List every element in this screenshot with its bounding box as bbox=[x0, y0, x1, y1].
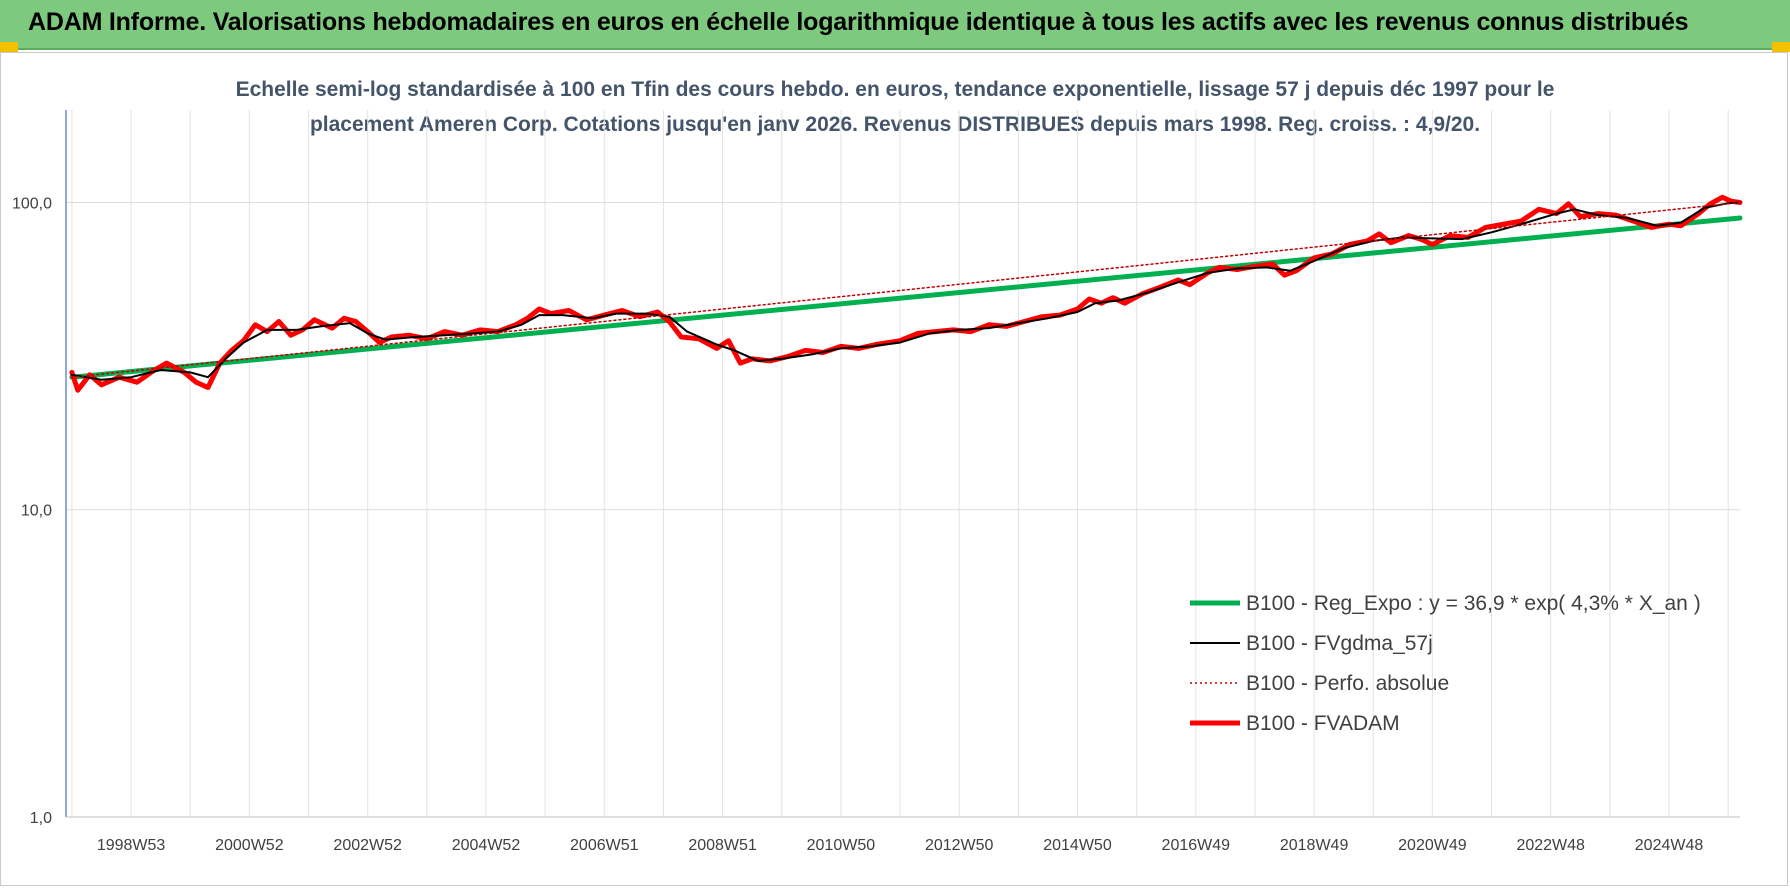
y-tick-label: 1,0 bbox=[30, 810, 52, 827]
x-tick-label: 2000W52 bbox=[215, 837, 284, 854]
y-tick-label: 100,0 bbox=[12, 195, 52, 212]
chart-frame bbox=[0, 52, 1788, 886]
x-tick-label: 2014W50 bbox=[1043, 837, 1112, 854]
x-tick-label: 2022W48 bbox=[1516, 837, 1585, 854]
x-tick-label: 2008W51 bbox=[688, 837, 757, 854]
grid-lines bbox=[66, 110, 1740, 818]
axes bbox=[65, 110, 1740, 818]
y-tick-label: 10,0 bbox=[21, 503, 52, 520]
legend-label: B100 - Reg_Expo : y = 36,9 * exp( 4,3% *… bbox=[1246, 592, 1701, 615]
series-line-2 bbox=[71, 201, 1741, 378]
series-line-0 bbox=[69, 215, 1743, 380]
x-tick-label: 2016W49 bbox=[1162, 837, 1231, 854]
series-line-3 bbox=[69, 194, 1743, 393]
x-tick-label: 2006W51 bbox=[570, 837, 639, 854]
chart-subtitle-line1: Echelle semi-log standardisée à 100 en T… bbox=[236, 78, 1555, 101]
corner-marker-left bbox=[0, 42, 18, 52]
corner-marker-right bbox=[1772, 42, 1790, 52]
legend-label: B100 - Perfo. absolue bbox=[1246, 672, 1449, 695]
x-tick-label: 2012W50 bbox=[925, 837, 994, 854]
x-tick-label: 2024W48 bbox=[1635, 837, 1704, 854]
x-tick-label: 2004W52 bbox=[452, 837, 521, 854]
x-tick-label: 2010W50 bbox=[807, 837, 876, 854]
series-lines bbox=[69, 194, 1743, 393]
legend: B100 - Reg_Expo : y = 36,9 * exp( 4,3% *… bbox=[1190, 592, 1701, 735]
page-title: ADAM Informe. Valorisations hebdomadaire… bbox=[28, 8, 1689, 36]
x-tick-label: 1998W53 bbox=[97, 837, 166, 854]
chart-subtitle-line2: placement Ameren Corp. Cotations jusqu'e… bbox=[310, 113, 1480, 136]
x-tick-label: 2020W49 bbox=[1398, 837, 1467, 854]
x-tick-label: 2018W49 bbox=[1280, 837, 1349, 854]
series-line-1 bbox=[70, 201, 1741, 381]
x-tick-label: 2002W52 bbox=[333, 837, 402, 854]
tick-labels: 1,0 10,0 100,0 1998W53 2000W52 2002W52 2004W52… bbox=[12, 195, 1703, 854]
legend-label: B100 - FVADAM bbox=[1246, 712, 1400, 735]
legend-label: B100 - FVgdma_57j bbox=[1246, 632, 1433, 655]
title-banner: ADAM Informe. Valorisations hebdomadaire… bbox=[0, 0, 1790, 50]
